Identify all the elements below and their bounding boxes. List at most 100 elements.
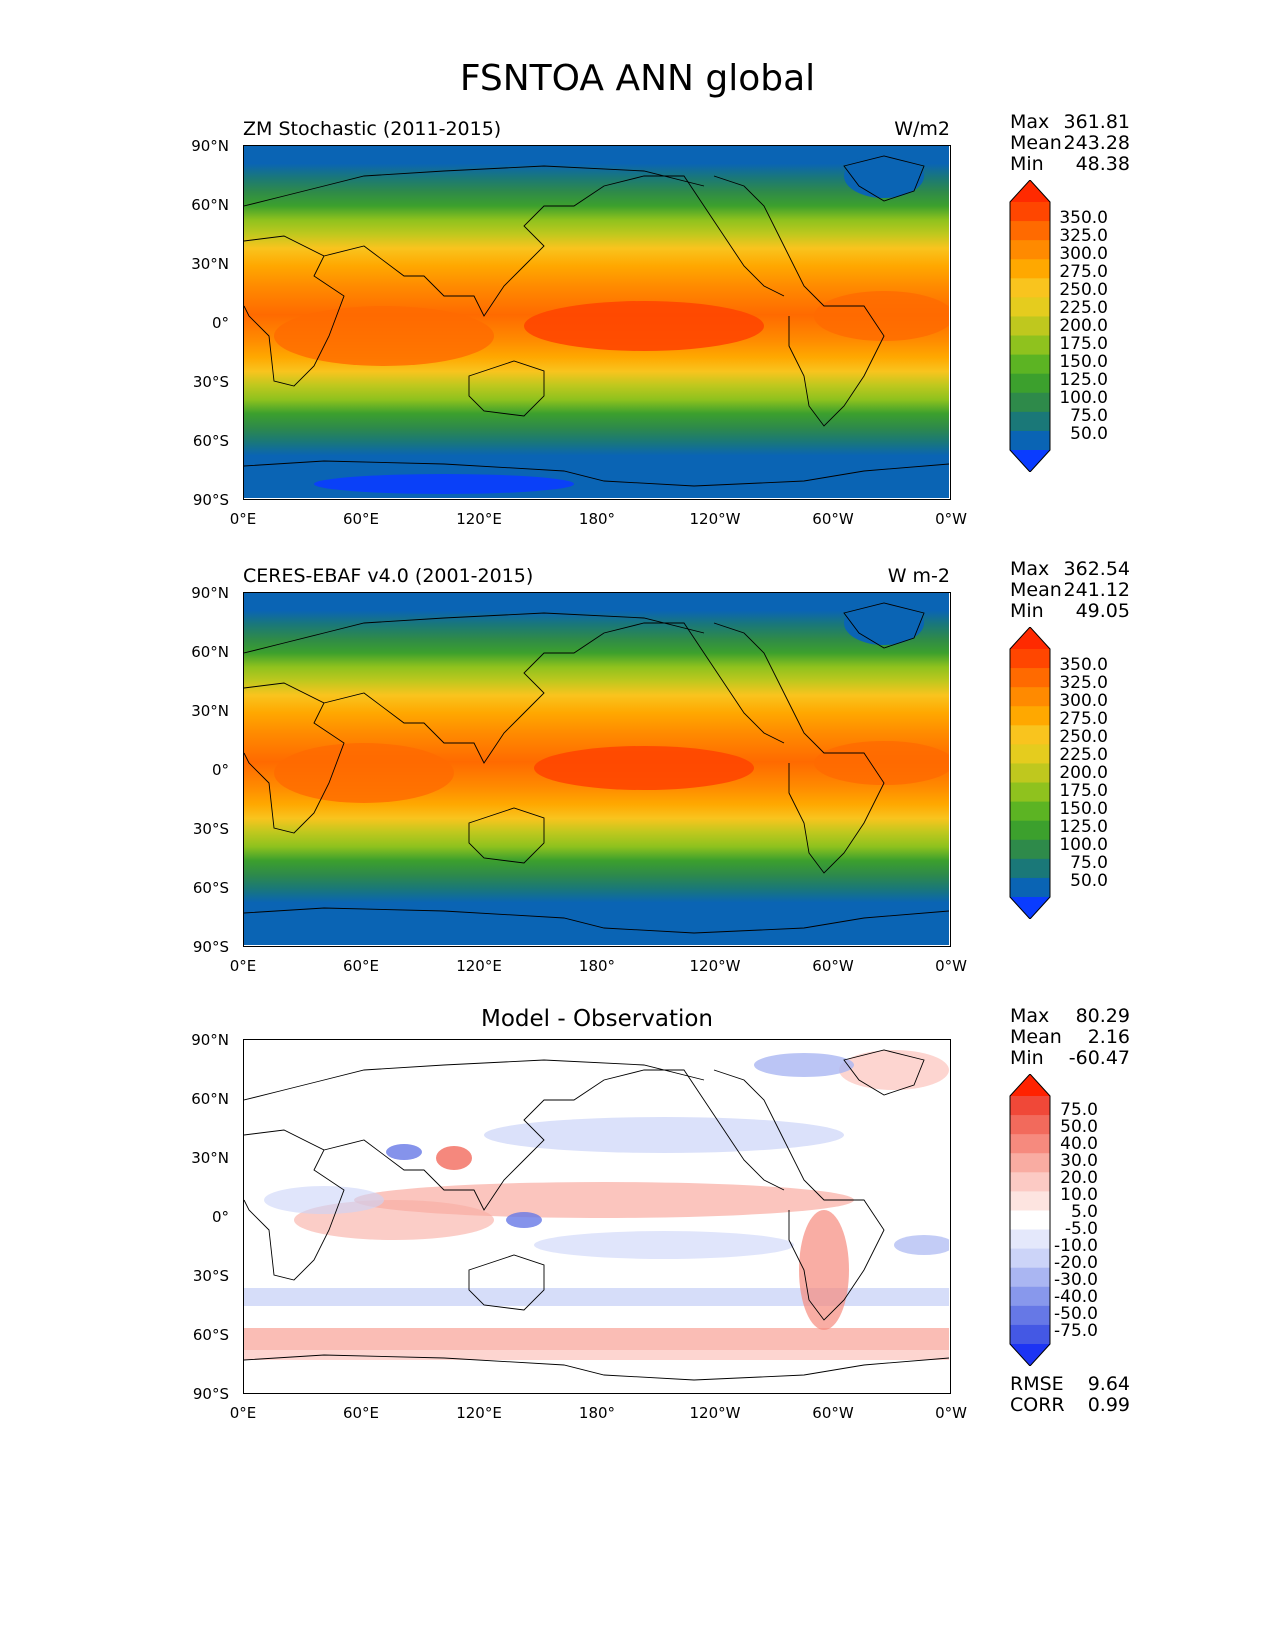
colorbar-tick-label: 150.0 (1059, 352, 1108, 372)
panel-2-map-svg (244, 593, 949, 945)
panel-1-title: ZM Stochastic (2011-2015) (243, 118, 502, 140)
colorbar-tick-label: 10.0 (1060, 1185, 1098, 1205)
panel-3-colorbar-svg (1009, 1074, 1051, 1366)
corr-value: 0.99 (1087, 1394, 1130, 1416)
colorbar-swatch (1010, 240, 1050, 260)
colorbar-swatch (1010, 354, 1050, 375)
panel-3-lon-label: 60°W (812, 1404, 854, 1422)
panel-1-lon-label: 180° (578, 510, 616, 528)
panel-1-lon-label: 60°E (342, 510, 380, 528)
colorbar-swatch (1010, 430, 1050, 451)
max-label: Max (1010, 1005, 1050, 1027)
colorbar-tick-label: 75.0 (1070, 853, 1108, 873)
colorbar-tick-label: 175.0 (1059, 781, 1108, 801)
panel-3-title: Model - Observation (480, 1006, 714, 1032)
colorbar-swatch (1010, 202, 1050, 222)
panel-1-pacific-max (524, 301, 764, 351)
panel-2-lon-label: 120°E (456, 957, 502, 975)
colorbar-tick-label: 325.0 (1059, 226, 1108, 246)
colorbar-swatch (1010, 373, 1050, 394)
colorbar-swatch (1010, 1172, 1050, 1192)
panel-3-lon-label: 120°W (689, 1404, 741, 1422)
colorbar-swatch (1010, 1074, 1050, 1096)
panel-1-map-svg (244, 146, 949, 498)
colorbar-tick-label: 75.0 (1060, 1100, 1098, 1120)
colorbar-swatch (1010, 1134, 1050, 1154)
mean-value: 241.12 (1063, 579, 1130, 601)
panel-3-map-svg (244, 1040, 949, 1392)
panel-1-lon-label: 120°E (456, 510, 502, 528)
colorbar-swatch (1010, 1115, 1050, 1135)
colorbar-tick-label: 75.0 (1070, 406, 1108, 426)
panel-2-lon-label: 0°W (935, 957, 967, 975)
mean-value: 243.28 (1063, 132, 1130, 154)
colorbar-swatch (1010, 1344, 1050, 1366)
rmse-value: 9.64 (1087, 1373, 1130, 1395)
colorbar-tick-label: -75.0 (1054, 1321, 1098, 1341)
colorbar-swatch (1010, 1229, 1050, 1250)
panel-3-lon-label: 0°E (229, 1404, 257, 1422)
panel-1-units: W/m2 (894, 118, 950, 140)
colorbar-swatch (1010, 877, 1050, 898)
min-value: 48.38 (1075, 153, 1130, 175)
colorbar-tick-label: 300.0 (1059, 691, 1108, 711)
panel-2-lat-label: 90°S (192, 938, 229, 956)
colorbar-tick-label: -40.0 (1054, 1287, 1098, 1307)
colorbar-swatch (1010, 392, 1050, 413)
colorbar-swatch (1010, 858, 1050, 879)
colorbar-swatch (1010, 1153, 1050, 1173)
min-label: Min (1010, 600, 1044, 622)
colorbar-swatch (1010, 1267, 1050, 1288)
panel-2-coastlines (244, 602, 949, 934)
colorbar-swatch (1010, 725, 1050, 745)
panel-3-coastlines (244, 1049, 949, 1381)
panel-2-lat-label: 60°S (192, 879, 229, 897)
panel-2-map (243, 592, 951, 947)
colorbar-swatch (1010, 278, 1050, 298)
colorbar-tick-label: 40.0 (1060, 1134, 1098, 1154)
panel-2-greenland-min (844, 601, 924, 645)
colorbar-tick-label: 325.0 (1059, 673, 1108, 693)
panel-2-lon-label: 60°E (342, 957, 380, 975)
colorbar-outline (1009, 1074, 1051, 1366)
colorbar-swatch (1010, 668, 1050, 688)
rmse-label: RMSE (1010, 1373, 1064, 1395)
colorbar-swatch (1010, 687, 1050, 707)
panel-2-lat-label: 0° (211, 761, 229, 779)
colorbar-swatch (1010, 897, 1050, 919)
min-value: 49.05 (1075, 600, 1130, 622)
colorbar-tick-label: 275.0 (1059, 262, 1108, 282)
colorbar-tick-label: -30.0 (1054, 1270, 1098, 1290)
colorbar-tick-label: 100.0 (1059, 388, 1108, 408)
panel-2-lon-label: 60°W (812, 957, 854, 975)
min-label: Min (1010, 1047, 1044, 1069)
panel-1-lat-label: 0° (211, 314, 229, 332)
panel-3-lat-label: 60°S (192, 1326, 229, 1344)
panel-2-units: W m-2 (887, 565, 950, 587)
colorbar-swatch (1010, 801, 1050, 822)
panel-1-lon-label: 0°E (229, 510, 257, 528)
colorbar-swatch (1010, 316, 1050, 337)
colorbar-swatch (1010, 1191, 1050, 1211)
colorbar-tick-label: 30.0 (1060, 1151, 1098, 1171)
colorbar-tick-label: 350.0 (1059, 208, 1108, 228)
colorbar-tick-label: -20.0 (1054, 1253, 1098, 1273)
panel-1-lon-label: 60°W (812, 510, 854, 528)
colorbar-tick-label: -5.0 (1064, 1219, 1098, 1239)
panel-2-indian-max (274, 743, 454, 803)
colorbar-swatch (1010, 1324, 1050, 1345)
colorbar-swatch (1010, 649, 1050, 669)
colorbar-tick-label: 20.0 (1060, 1168, 1098, 1188)
colorbar-outline (1009, 180, 1051, 472)
panel-2-lat-label: 30°N (191, 702, 229, 720)
colorbar-tick-label: 150.0 (1059, 799, 1108, 819)
panel-3-lat-label: 30°N (191, 1149, 229, 1167)
colorbar-tick-label: 50.0 (1070, 871, 1108, 891)
panel-2-lat-label: 30°S (192, 820, 229, 838)
colorbar-swatch (1010, 744, 1050, 764)
panel-2-colorbar-svg (1009, 627, 1051, 919)
colorbar-tick-label: 50.0 (1070, 424, 1108, 444)
panel-3-lon-label: 180° (578, 1404, 616, 1422)
colorbar-swatch (1010, 411, 1050, 432)
max-value: 362.54 (1063, 558, 1130, 580)
